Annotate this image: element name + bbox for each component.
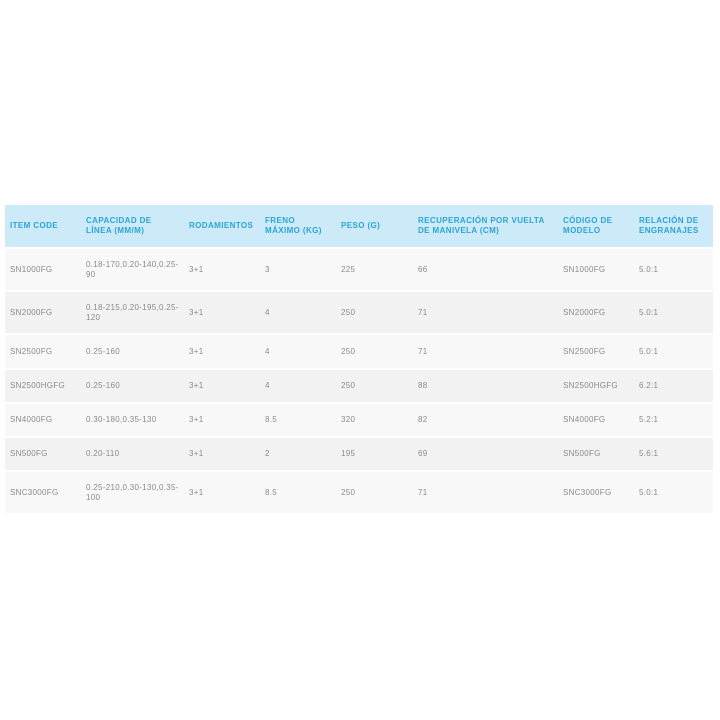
cell-line-capacity: 0.18-170,0.20-140,0.25-90 [81,247,184,291]
cell-bearings: 3+1 [184,290,260,334]
cell-bearings: 3+1 [184,368,260,403]
cell-item-code: SNC3000FG [5,470,81,513]
cell-weight: 250 [336,368,413,403]
cell-model-code: SN2500FG [558,333,634,369]
header-model-code: CÓDIGO DE MODELO [558,205,634,248]
cell-line-capacity: 0.25-160 [81,333,184,369]
cell-weight: 250 [336,333,413,369]
header-max-drag: FRENO MÁXIMO (KG) [260,205,336,248]
cell-line-capacity: 0.20-110 [81,436,184,471]
cell-retrieve: 66 [413,247,558,291]
cell-bearings: 3+1 [184,470,260,513]
header-bearings: RODAMIENTOS [184,205,260,248]
cell-gear-ratio: 5.0:1 [634,333,713,369]
cell-gear-ratio: 5.2:1 [634,402,713,437]
cell-gear-ratio: 5.0:1 [634,470,713,513]
header-row: ITEM CODE CAPACIDAD DE LÍNEA (MM/M) RODA… [5,205,713,248]
cell-gear-ratio: 5.0:1 [634,247,713,291]
cell-retrieve: 82 [413,402,558,437]
cell-item-code: SN500FG [5,436,81,471]
cell-model-code: SN2000FG [558,290,634,334]
cell-line-capacity: 0.25-160 [81,368,184,403]
cell-max-drag: 4 [260,368,336,403]
cell-bearings: 3+1 [184,247,260,291]
cell-max-drag: 2 [260,436,336,471]
cell-model-code: SN1000FG [558,247,634,291]
table-row: SN1000FG 0.18-170,0.20-140,0.25-90 3+1 3 225… [5,247,713,291]
cell-gear-ratio: 5.6:1 [634,436,713,471]
cell-weight: 195 [336,436,413,471]
cell-line-capacity: 0.30-180,0.35-130 [81,402,184,437]
cell-weight: 250 [336,470,413,513]
cell-model-code: SN2500HGFG [558,368,634,403]
cell-max-drag: 8.5 [260,470,336,513]
cell-retrieve: 71 [413,470,558,513]
header-item-code: ITEM CODE [5,205,81,248]
cell-max-drag: 4 [260,333,336,369]
cell-item-code: SN4000FG [5,402,81,437]
cell-max-drag: 3 [260,247,336,291]
cell-item-code: SN2500FG [5,333,81,369]
cell-item-code: SN2000FG [5,290,81,334]
cell-retrieve: 71 [413,333,558,369]
spec-table: ITEM CODE CAPACIDAD DE LÍNEA (MM/M) RODA… [5,205,713,513]
cell-bearings: 3+1 [184,333,260,369]
table-row: SN2500FG 0.25-160 3+1 4 250 71 SN2500FG 5.0:1 [5,333,713,369]
cell-line-capacity: 0.25-210,0.30-130,0.35-100 [81,470,184,513]
table-row: SN2000FG 0.18-215,0.20-195,0.25-120 3+1 4 25… [5,290,713,334]
cell-weight: 250 [336,290,413,334]
cell-bearings: 3+1 [184,402,260,437]
cell-weight: 225 [336,247,413,291]
cell-retrieve: 88 [413,368,558,403]
cell-line-capacity: 0.18-215,0.20-195,0.25-120 [81,290,184,334]
cell-bearings: 3+1 [184,436,260,471]
header-retrieve: RECUPERACIÓN POR VUELTA DE MANIVELA (CM) [413,205,558,248]
cell-model-code: SNC3000FG [558,470,634,513]
table-row: SNC3000FG 0.25-210,0.30-130,0.35-100 3+1 8.… [5,470,713,513]
table-row: SN2500HGFG 0.25-160 3+1 4 250 88 SN2500HGFG 6.2… [5,368,713,403]
cell-item-code: SN1000FG [5,247,81,291]
header-weight: PESO (G) [336,205,413,248]
cell-max-drag: 4 [260,290,336,334]
cell-weight: 320 [336,402,413,437]
cell-max-drag: 8.5 [260,402,336,437]
cell-gear-ratio: 6.2:1 [634,368,713,403]
header-line-capacity: CAPACIDAD DE LÍNEA (MM/M) [81,205,184,248]
cell-model-code: SN4000FG [558,402,634,437]
table-row: SN4000FG 0.30-180,0.35-130 3+1 8.5 320 82 SN40… [5,402,713,437]
header-gear-ratio: RELACIÓN DE ENGRANAJES [634,205,713,248]
cell-item-code: SN2500HGFG [5,368,81,403]
cell-retrieve: 69 [413,436,558,471]
table-row: SN500FG 0.20-110 3+1 2 195 69 SN500FG 5.6:1 [5,436,713,471]
cell-model-code: SN500FG [558,436,634,471]
cell-gear-ratio: 5.0:1 [634,290,713,334]
cell-retrieve: 71 [413,290,558,334]
